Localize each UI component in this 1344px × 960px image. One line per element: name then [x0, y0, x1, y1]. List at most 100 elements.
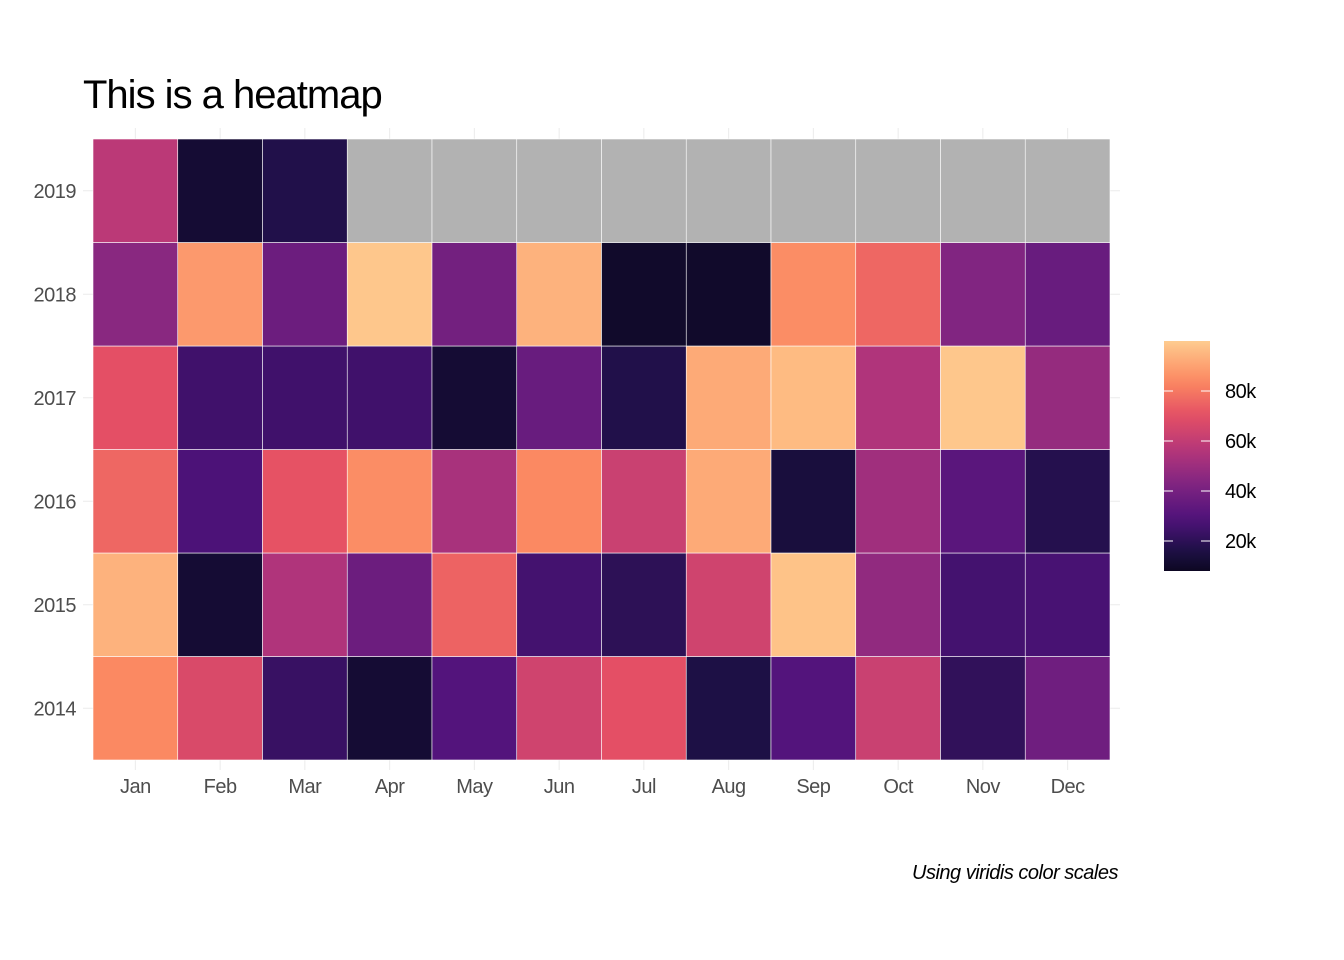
heatmap-cell-2014-feb [177, 656, 263, 761]
chart-caption: Using viridis color scales [912, 862, 1118, 884]
x-tick-label: Aug [712, 776, 746, 798]
heatmap-cell-2017-apr [346, 345, 433, 450]
heatmap-cell-2019-mar [262, 138, 348, 243]
heatmap-cell-2019-oct [855, 138, 941, 243]
heatmap-cell-2016-jul [601, 449, 687, 554]
heatmap-cell-2016-feb [177, 449, 263, 554]
x-tick-label: Oct [883, 776, 914, 798]
y-tick-label: 2017 [34, 388, 77, 410]
heatmap-cell-2019-jun [516, 138, 602, 243]
heatmap-cell-2017-jun [516, 345, 602, 450]
x-axis-ticks: Jan Feb Mar Apr May Jun Jul Aug Sep Oct Nov Dec [120, 776, 1086, 798]
heatmap-cell-2015-oct [855, 552, 941, 657]
y-tick-label: 2019 [34, 181, 77, 203]
heatmap-cell-2016-jun [516, 449, 602, 554]
x-tick-label: May [456, 776, 493, 798]
heatmap-cell-2017-may [431, 345, 518, 450]
heatmap-cell-2018-nov [940, 242, 1026, 347]
heatmap-cell-2019-sep [770, 138, 857, 243]
heatmap-cell-2019-apr [346, 138, 433, 243]
heatmap-cell-2014-aug [685, 656, 772, 761]
heatmap-cell-2017-jul [601, 345, 687, 450]
heatmap-cell-2018-sep [770, 242, 857, 347]
heatmap-cell-2015-jun [516, 552, 602, 657]
colorbar-tick-label: 60k [1225, 431, 1257, 453]
heatmap-cell-2014-sep [770, 656, 857, 761]
y-tick-label: 2014 [34, 698, 77, 720]
heatmap-cell-2015-jan [92, 552, 179, 657]
heatmap-cell-2014-jan [92, 656, 179, 761]
heatmap-cell-2018-feb [177, 242, 263, 347]
heatmap-cell-2016-jan [92, 449, 179, 554]
heatmap-cell-2015-sep [770, 552, 857, 657]
y-axis-ticks: 2014 2015 2016 2017 2018 2019 [34, 181, 77, 721]
heatmap-cell-2014-nov [940, 656, 1026, 761]
x-tick-label: Feb [204, 776, 237, 798]
heatmap-cell-2014-may [431, 656, 518, 761]
heatmap-cell-2014-apr [346, 656, 433, 761]
x-tick-label: Dec [1051, 776, 1086, 798]
heatmap-tiles [92, 138, 1111, 761]
heatmap-cell-2015-aug [685, 552, 772, 657]
heatmap-cell-2015-nov [940, 552, 1026, 657]
heatmap-cell-2014-jul [601, 656, 687, 761]
heatmap-cell-2019-jan [92, 138, 179, 243]
heatmap-cell-2018-may [431, 242, 518, 347]
heatmap-cell-2018-mar [262, 242, 348, 347]
heatmap-cell-2016-sep [770, 449, 857, 554]
y-tick-label: 2018 [34, 284, 77, 306]
heatmap-cell-2019-nov [940, 138, 1026, 243]
colorbar-tick-label: 80k [1225, 381, 1257, 403]
colorbar-legend: 20k 40k 60k 80k [1164, 341, 1258, 571]
colorbar-gradient [1164, 341, 1210, 571]
colorbar-tick-label: 40k [1225, 481, 1257, 503]
heatmap-cell-2017-feb [177, 345, 263, 450]
x-tick-label: Nov [966, 776, 1001, 798]
heatmap-cell-2014-oct [855, 656, 941, 761]
heatmap-cell-2018-apr [346, 242, 433, 347]
y-tick-label: 2015 [34, 595, 77, 617]
heatmap-cell-2019-aug [685, 138, 772, 243]
heatmap-cell-2019-jul [601, 138, 687, 243]
heatmap-cell-2016-mar [262, 449, 348, 554]
colorbar-tick-label: 20k [1225, 531, 1257, 553]
x-tick-label: Apr [375, 776, 405, 798]
heatmap-cell-2014-jun [516, 656, 602, 761]
heatmap-cell-2016-dec [1024, 449, 1111, 554]
heatmap-cell-2019-may [431, 138, 518, 243]
heatmap-cell-2017-aug [685, 345, 772, 450]
heatmap-cell-2015-jul [601, 552, 687, 657]
colorbar-ticks: 20k 40k 60k 80k [1164, 381, 1258, 553]
heatmap-cell-2017-nov [940, 345, 1026, 450]
x-tick-label: Sep [796, 776, 830, 798]
heatmap-cell-2015-may [431, 552, 518, 657]
heatmap-cell-2016-oct [855, 449, 941, 554]
heatmap-cell-2015-dec [1024, 552, 1111, 657]
heatmap-cell-2016-nov [940, 449, 1026, 554]
heatmap-cell-2016-may [431, 449, 518, 554]
x-tick-label: Jun [544, 776, 575, 798]
x-tick-label: Jul [632, 776, 656, 798]
heatmap-cell-2017-mar [262, 345, 348, 450]
heatmap-cell-2018-jul [601, 242, 687, 347]
heatmap-cell-2018-jun [516, 242, 602, 347]
heatmap-cell-2016-apr [346, 449, 433, 554]
x-tick-label: Jan [120, 776, 151, 798]
heatmap-cell-2014-mar [262, 656, 348, 761]
heatmap-cell-2018-aug [685, 242, 772, 347]
heatmap-cell-2017-jan [92, 345, 179, 450]
heatmap-cell-2016-aug [685, 449, 772, 554]
heatmap-cell-2017-sep [770, 345, 857, 450]
heatmap-cell-2015-apr [346, 552, 433, 657]
heatmap-cell-2018-oct [855, 242, 941, 347]
heatmap-cell-2019-dec [1024, 138, 1111, 243]
heatmap-cell-2015-feb [177, 552, 263, 657]
heatmap-cell-2017-dec [1024, 345, 1111, 450]
x-tick-label: Mar [288, 776, 322, 798]
heatmap-cell-2017-oct [855, 345, 941, 450]
heatmap-cell-2019-feb [177, 138, 263, 243]
heatmap-cell-2018-jan [92, 242, 179, 347]
heatmap-cell-2018-dec [1024, 242, 1111, 347]
chart-title: This is a heatmap [83, 73, 382, 117]
